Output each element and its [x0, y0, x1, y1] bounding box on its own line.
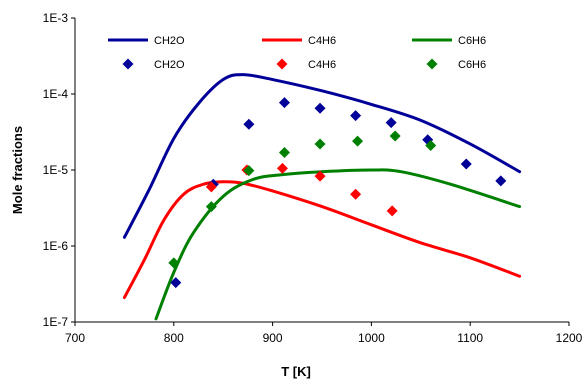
y-tick-label: 1E-5 — [43, 163, 69, 177]
x-tick-label: 1200 — [556, 331, 583, 345]
point-c6h6 — [168, 257, 180, 269]
point-c6h6 — [389, 130, 401, 142]
point-ch2o — [243, 118, 255, 130]
point-ch2o — [314, 102, 326, 114]
y-axis-title: Mole fractions — [10, 126, 25, 214]
x-tick-label: 1100 — [457, 331, 483, 345]
legend-label: C4H6 — [308, 35, 336, 47]
point-c6h6 — [314, 138, 326, 150]
plot-ticks: 700 800 900 1000 1100 1200 1E-7 1E-6 1E-5 1E-4 1E-… — [43, 11, 583, 345]
point-ch2o — [350, 110, 362, 122]
legend-label: C6H6 — [458, 59, 486, 71]
legend-label: C4H6 — [308, 59, 336, 71]
plot-series — [122, 73, 522, 321]
point-ch2o — [170, 277, 182, 289]
y-tick-label: 1E-4 — [43, 87, 69, 101]
legend-label: CH2O — [154, 35, 185, 47]
y-tick-label: 1E-6 — [43, 239, 69, 253]
y-tick-label: 1E-3 — [43, 11, 69, 25]
legend-label: CH2O — [154, 59, 185, 71]
point-c6h6 — [425, 140, 437, 152]
point-c6h6 — [243, 165, 255, 177]
point-c6h6 — [205, 201, 217, 213]
legend-swatch-marker-ch2o — [122, 58, 134, 70]
legend-swatch-marker-c6h6 — [426, 58, 438, 70]
point-c4h6 — [276, 162, 288, 174]
point-c4h6 — [314, 170, 326, 182]
point-ch2o — [385, 117, 397, 129]
point-c6h6 — [278, 146, 290, 158]
point-ch2o — [278, 97, 290, 109]
x-tick-label: 800 — [164, 331, 184, 345]
line-ch2o — [122, 73, 522, 239]
point-ch2o — [495, 175, 507, 187]
x-tick-label: 1000 — [358, 331, 385, 345]
legend-swatch-marker-c4h6 — [276, 58, 288, 70]
point-c4h6 — [205, 181, 217, 193]
line-c6h6 — [154, 168, 522, 321]
legend: CH2O C4H6 C6H6 CH2O C4H6 C6H6 — [108, 35, 486, 71]
x-tick-label: 900 — [263, 331, 283, 345]
point-c6h6 — [352, 135, 364, 147]
x-axis-title: T [K] — [281, 364, 311, 379]
point-c4h6 — [386, 205, 398, 217]
x-tick-label: 700 — [65, 331, 85, 345]
point-ch2o — [460, 158, 472, 170]
legend-label: C6H6 — [458, 35, 486, 47]
point-c4h6 — [350, 188, 362, 200]
y-tick-label: 1E-7 — [43, 315, 69, 329]
